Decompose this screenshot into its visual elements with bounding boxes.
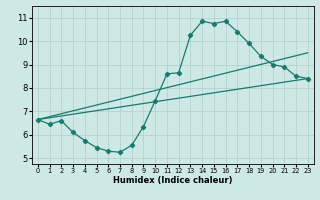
X-axis label: Humidex (Indice chaleur): Humidex (Indice chaleur) bbox=[113, 176, 233, 185]
